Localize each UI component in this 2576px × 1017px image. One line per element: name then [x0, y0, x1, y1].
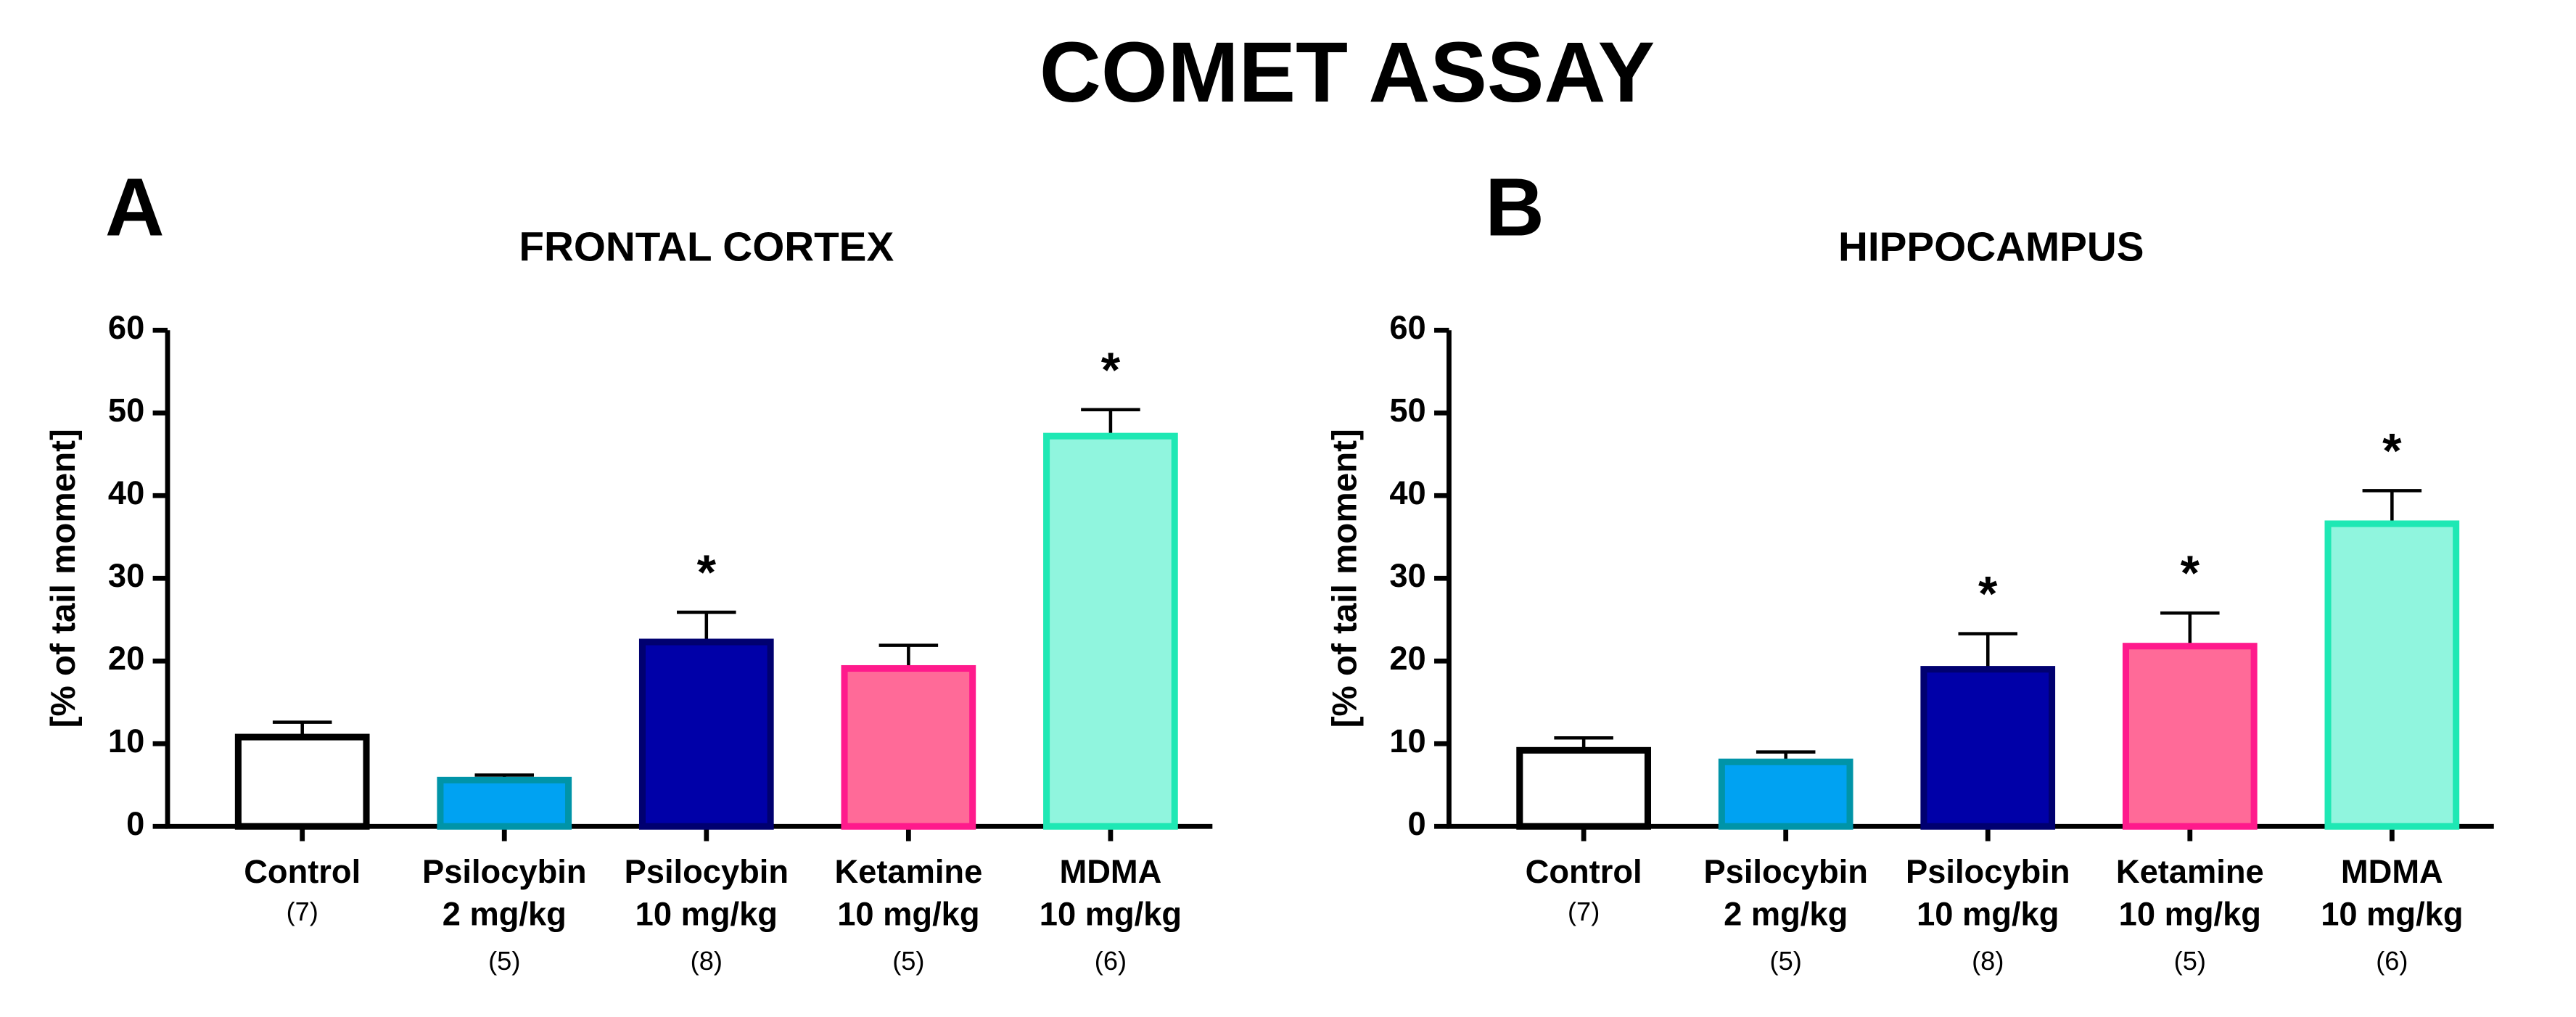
panel-letter: A	[105, 160, 165, 252]
significance-star: *	[697, 545, 717, 600]
y-tick-label: 60	[108, 309, 144, 346]
x-tick-label: 10 mg/kg	[2321, 896, 2463, 933]
n-label: (5)	[488, 946, 520, 976]
y-tick-label: 10	[108, 722, 144, 759]
y-tick-label: 10	[1389, 722, 1425, 759]
y-tick-label: 40	[108, 474, 144, 511]
significance-star: *	[1101, 342, 1121, 398]
x-tick-label: 10 mg/kg	[1917, 896, 2059, 933]
x-tick-label: 10 mg/kg	[2119, 896, 2261, 933]
x-tick-label: MDMA	[2341, 853, 2443, 890]
chart-title: FRONTAL CORTEX	[519, 223, 894, 269]
chart-title: HIPPOCAMPUS	[1838, 223, 2144, 269]
y-tick-label: 50	[108, 392, 144, 429]
n-label: (7)	[1568, 897, 1600, 926]
bar	[841, 664, 976, 830]
x-tick-label: 10 mg/kg	[837, 896, 979, 933]
y-tick-label: 20	[1389, 640, 1425, 677]
y-tick-label: 50	[1389, 392, 1425, 429]
x-tick-label: 2 mg/kg	[443, 896, 567, 933]
figure-title: COMET ASSAY	[1040, 24, 1655, 120]
y-tick-label: 0	[126, 805, 144, 842]
x-tick-label: Psilocybin	[1906, 853, 2070, 890]
significance-star: *	[2181, 545, 2200, 601]
y-tick-label: 0	[1408, 805, 1426, 842]
x-tick-label: 10 mg/kg	[1040, 896, 1182, 933]
y-tick-label: 40	[1389, 474, 1425, 511]
significance-star: *	[1978, 567, 1998, 622]
n-label: (6)	[2376, 946, 2408, 976]
bar	[1718, 758, 1853, 830]
significance-star: *	[2382, 424, 2402, 479]
y-tick-label: 30	[108, 557, 144, 594]
x-tick-label: Ketamine	[834, 853, 982, 890]
n-label: (5)	[892, 946, 924, 976]
x-tick-label: Psilocybin	[625, 853, 789, 890]
panel-letter: B	[1485, 160, 1544, 252]
y-axis-label: [% of tail moment]	[1326, 429, 1365, 728]
n-label: (5)	[2174, 946, 2206, 976]
bar	[1516, 746, 1651, 830]
bar	[234, 733, 370, 830]
y-axis-label: [% of tail moment]	[44, 429, 83, 728]
y-tick-label: 60	[1389, 309, 1425, 346]
x-tick-label: 2 mg/kg	[1724, 896, 1848, 933]
y-tick-label: 20	[108, 640, 144, 677]
bar	[2122, 643, 2258, 830]
x-tick-label: MDMA	[1059, 853, 1161, 890]
x-tick-label: Psilocybin	[422, 853, 586, 890]
x-tick-label: Ketamine	[2116, 853, 2264, 890]
x-tick-label: Psilocybin	[1703, 853, 1867, 890]
x-tick-label: Control	[244, 853, 361, 890]
bar	[1920, 666, 2056, 830]
x-tick-label: Control	[1526, 853, 1642, 890]
n-label: (8)	[691, 946, 723, 976]
bar	[437, 776, 572, 830]
n-label: (8)	[1972, 946, 2004, 976]
n-label: (5)	[1770, 946, 1802, 976]
bar	[638, 638, 774, 830]
y-tick-label: 30	[1389, 557, 1425, 594]
bar	[2324, 520, 2460, 830]
n-label: (6)	[1095, 946, 1127, 976]
x-tick-label: 10 mg/kg	[635, 896, 778, 933]
bar	[1043, 432, 1178, 830]
n-label: (7)	[287, 897, 318, 926]
